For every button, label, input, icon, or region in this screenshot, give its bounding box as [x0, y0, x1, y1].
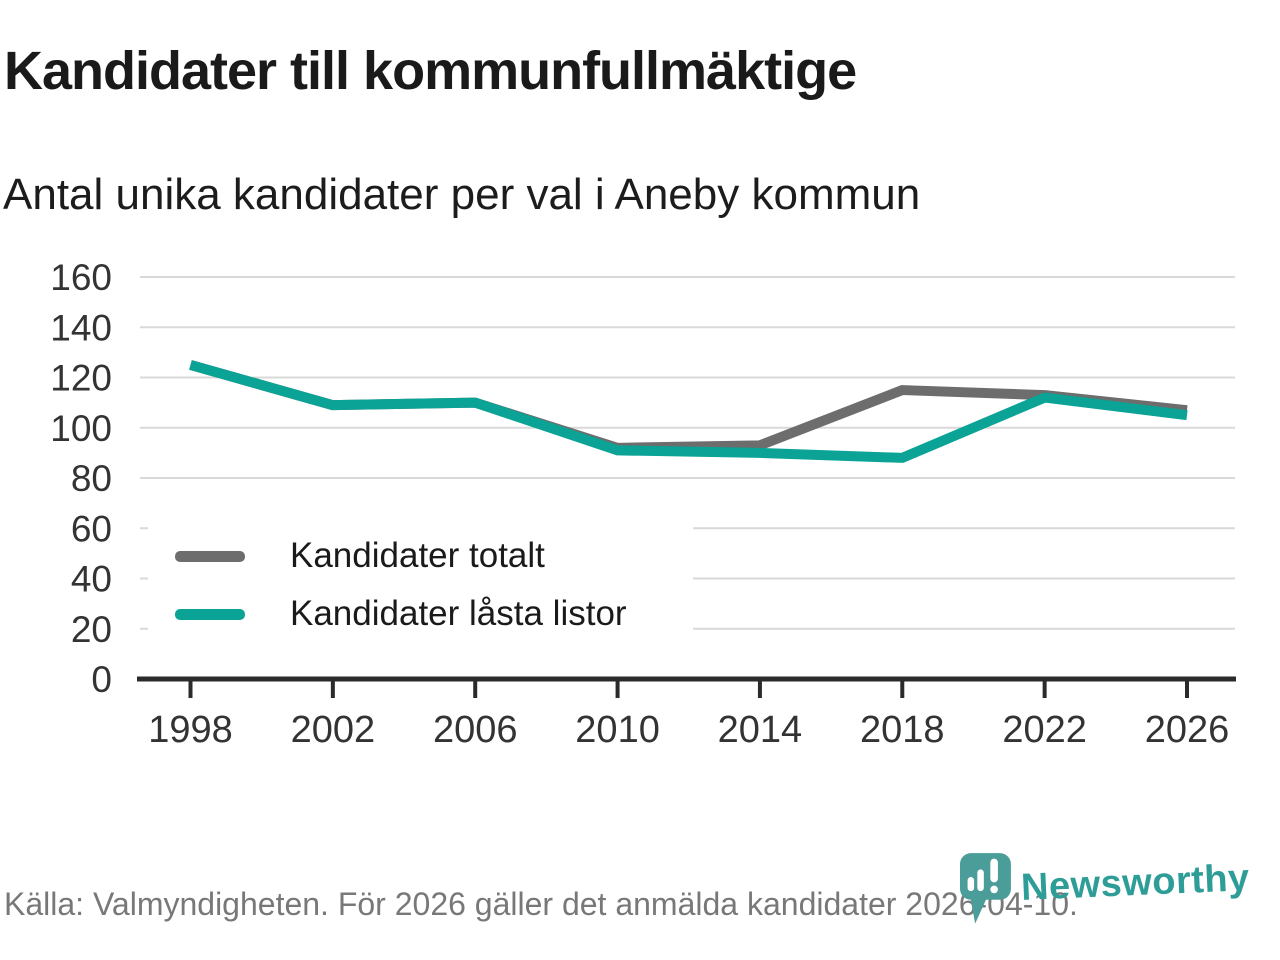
legend-item-total: Kandidater totalt — [175, 534, 545, 578]
newsworthy-pin-icon — [960, 853, 1011, 924]
y-tick-label-80: 80 — [71, 458, 112, 499]
chart-legend: Kandidater totalt Kandidater låsta listo… — [148, 502, 693, 665]
y-tick-label-140: 140 — [50, 307, 112, 348]
y-tick-label-120: 120 — [50, 358, 112, 399]
y-tick-label-100: 100 — [50, 408, 112, 449]
legend-label-total: Kandidater totalt — [290, 536, 545, 575]
legend-swatch-locked — [175, 608, 245, 620]
legend-item-locked: Kandidater låsta listor — [175, 592, 627, 636]
y-tick-label-40: 40 — [71, 559, 112, 600]
legend-label-locked: Kandidater låsta listor — [290, 594, 627, 633]
x-tick-label-1998: 1998 — [148, 709, 233, 751]
y-tick-label-160: 160 — [50, 257, 112, 298]
line-chart-plot: 0 20 40 60 80 100 120 140 160 1998 2002 2006 2010 201… — [50, 257, 1236, 751]
y-tick-label-20: 20 — [71, 609, 112, 650]
x-tick-label-2022: 2022 — [1002, 709, 1087, 751]
newsworthy-logo: Newsworthy — [960, 853, 1251, 927]
x-tick-label-2010: 2010 — [575, 709, 660, 751]
y-tick-label-0: 0 — [91, 659, 112, 700]
chart-subtitle: Antal unika kandidater per val i Aneby k… — [3, 170, 921, 219]
series-line-1 — [189, 360, 1188, 463]
x-tick-label-2018: 2018 — [860, 709, 945, 751]
y-tick-label-60: 60 — [71, 508, 112, 549]
x-tick-label-2002: 2002 — [291, 709, 376, 751]
newsworthy-wordmark: Newsworthy — [1020, 857, 1251, 910]
source-note: Källa: Valmyndigheten. För 2026 gäller d… — [4, 886, 1078, 922]
x-tick-label-2006: 2006 — [433, 709, 518, 751]
x-tick-label-2026: 2026 — [1145, 709, 1230, 751]
chart-title: Kandidater till kommunfullmäktige — [4, 41, 857, 101]
x-tick-label-2014: 2014 — [718, 709, 803, 751]
legend-swatch-total — [175, 550, 245, 562]
